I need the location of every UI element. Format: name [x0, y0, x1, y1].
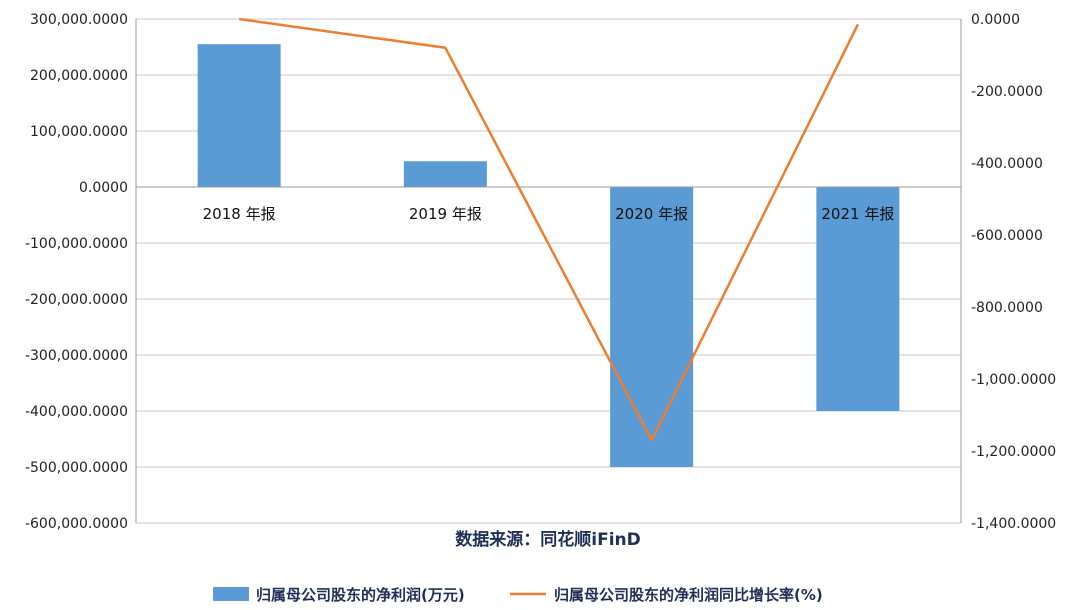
- bar-series: [197, 44, 900, 467]
- left-tick-label: -600,000.0000: [25, 516, 128, 532]
- category-label: 2021 年报: [821, 205, 894, 223]
- left-tick-label: -100,000.0000: [25, 236, 128, 252]
- right-tick-label: -1,200.0000: [971, 444, 1056, 460]
- category-labels: 2018 年报 2019 年报 2020 年报 2021 年报: [203, 205, 895, 223]
- bar: [816, 187, 900, 411]
- legend-bar-swatch: [213, 587, 249, 601]
- category-label: 2020 年报: [615, 205, 688, 223]
- right-tick-label: -1,000.0000: [971, 372, 1056, 388]
- left-tick-label: -300,000.0000: [25, 348, 128, 364]
- growth-rate-line: [238, 17, 859, 442]
- right-tick-label: -400.0000: [971, 156, 1043, 172]
- left-tick-label: -500,000.0000: [25, 460, 128, 476]
- right-tick-label: -800.0000: [971, 300, 1043, 316]
- bar: [610, 187, 694, 467]
- line-series: [238, 17, 859, 442]
- right-tick-label: -600.0000: [971, 228, 1043, 244]
- right-tick-label: -200.0000: [971, 84, 1043, 100]
- bar: [197, 44, 281, 188]
- left-tick-label: -200,000.0000: [25, 292, 128, 308]
- left-tick-label: -400,000.0000: [25, 404, 128, 420]
- right-tick-label: -1,400.0000: [971, 516, 1056, 532]
- left-tick-label: 0.0000: [79, 180, 128, 196]
- data-source-label: 数据来源：同花顺iFinD: [455, 529, 640, 550]
- category-label: 2018 年报: [203, 205, 276, 223]
- left-tick-label: 200,000.0000: [30, 68, 128, 84]
- left-tick-label: 300,000.0000: [30, 12, 128, 28]
- left-tick-label: 100,000.0000: [30, 124, 128, 140]
- legend-line-label: 归属母公司股东的净利润同比增长率(%): [554, 586, 823, 604]
- right-axis-tick-labels: 0.0000 -200.0000 -400.0000 -600.0000 -800.00…: [971, 12, 1056, 532]
- legend: 归属母公司股东的净利润(万元) 归属母公司股东的净利润同比增长率(%): [213, 586, 823, 604]
- right-tick-label: 0.0000: [971, 12, 1020, 28]
- left-axis-tick-labels: 300,000.0000 200,000.0000 100,000.0000 0.00…: [25, 12, 128, 532]
- axes: [135, 19, 962, 523]
- category-label: 2019 年报: [409, 205, 482, 223]
- bar: [403, 161, 487, 187]
- legend-bar-label: 归属母公司股东的净利润(万元): [256, 586, 465, 604]
